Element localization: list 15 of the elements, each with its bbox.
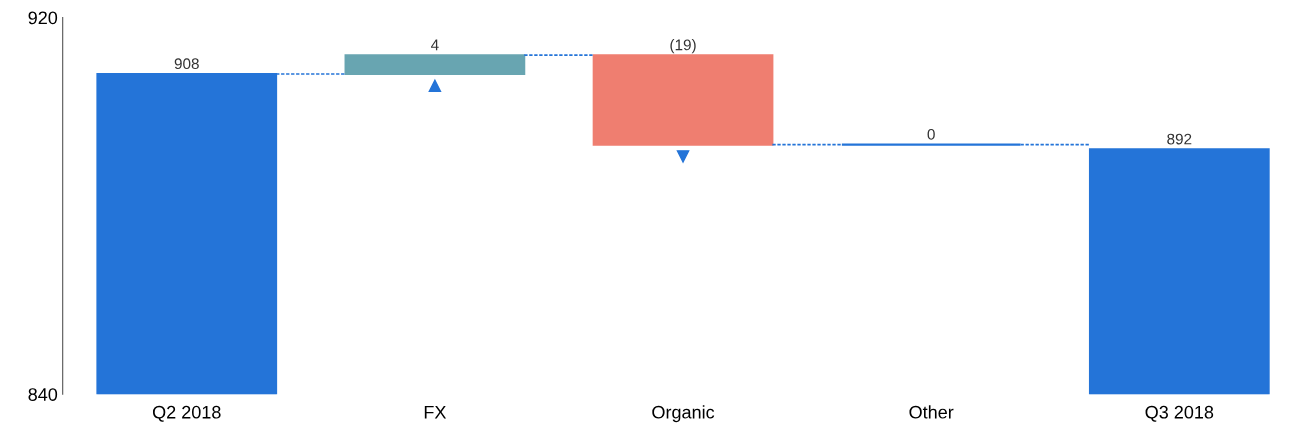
bar [344, 54, 526, 76]
x-tick-label: FX [424, 405, 447, 419]
y-tick-label: 920 [28, 11, 58, 25]
x-tick-label: Q2 2018 [152, 405, 221, 422]
data-label: 908 [174, 58, 199, 70]
y-tick-label: 840 [28, 388, 58, 401]
bar [1088, 148, 1270, 395]
x-tick-label: Other [909, 405, 954, 419]
bar [592, 54, 774, 146]
data-label: 0 [927, 128, 935, 140]
data-label: (19) [670, 39, 696, 54]
data-label: 892 [1167, 133, 1192, 145]
x-tick-label: Organic [652, 405, 715, 423]
data-label: 4 [431, 39, 439, 51]
x-tick-label: Q3 2018 [1145, 405, 1214, 422]
